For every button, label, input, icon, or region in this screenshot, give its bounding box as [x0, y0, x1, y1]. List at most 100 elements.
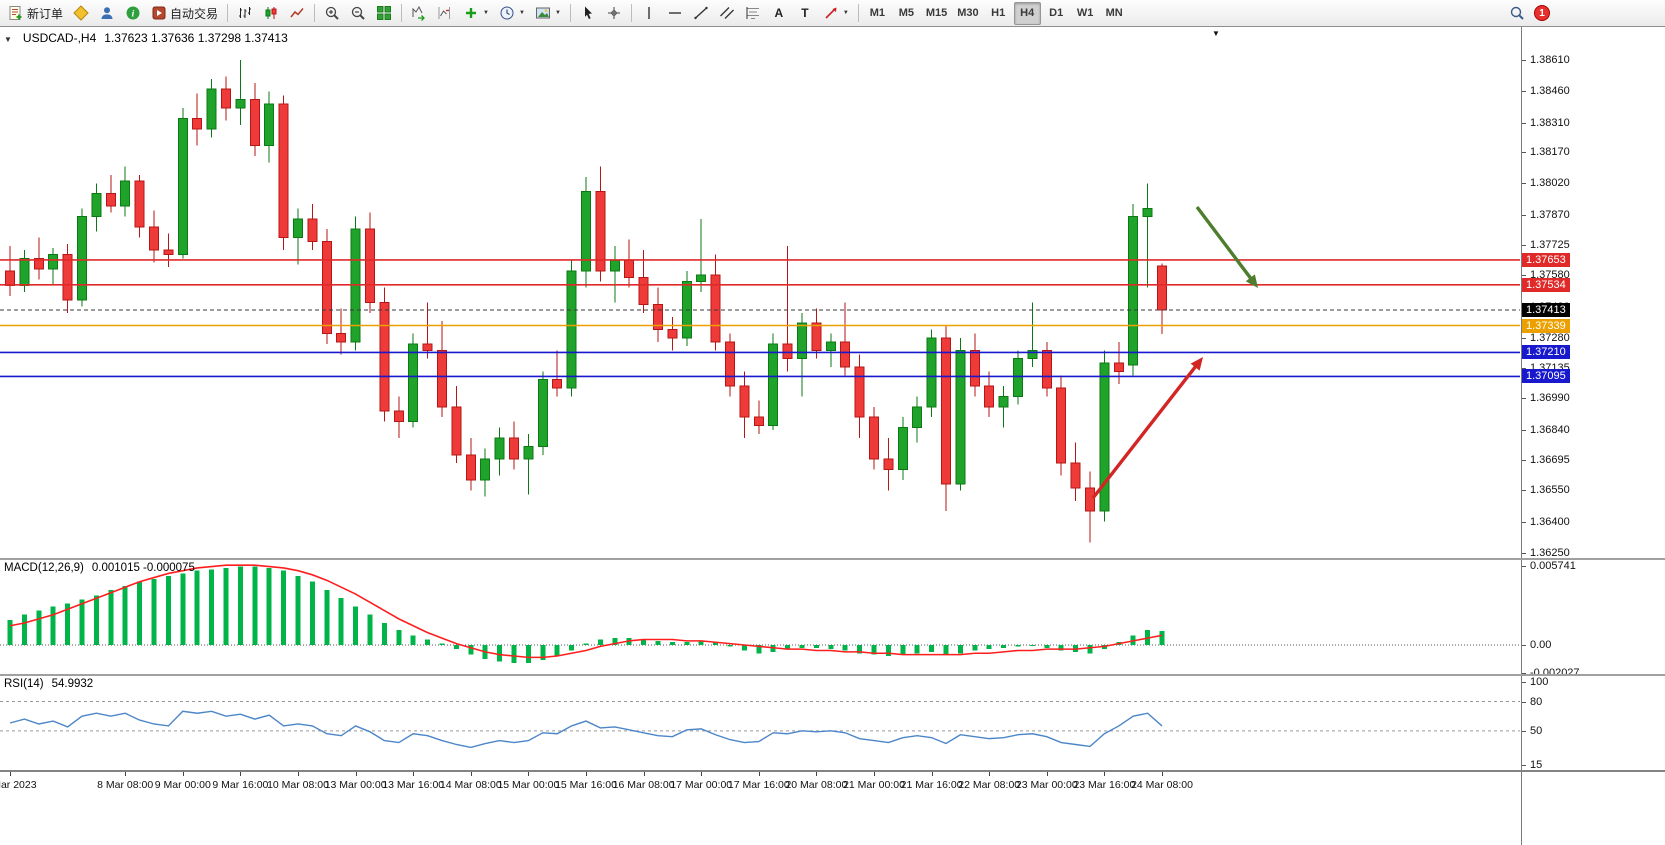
timeframe-button-h4[interactable]: H4	[1013, 1, 1041, 25]
zoom-out-button[interactable]	[346, 2, 370, 25]
dropdown-arrow-icon: ▼	[554, 10, 561, 16]
chart-dropdown-icon[interactable]: ▼	[4, 35, 12, 44]
rsi-value: 54.9932	[51, 678, 94, 690]
auto-scroll-button[interactable]	[407, 2, 431, 25]
time-tick	[125, 772, 127, 776]
candlestick-chart-button[interactable]	[259, 2, 283, 25]
chart-shift-button[interactable]	[433, 2, 457, 25]
timeframe-button-w1[interactable]: W1	[1072, 2, 1099, 25]
macd-label: MACD(12,26,9)	[4, 562, 84, 574]
zoom-in-button[interactable]	[320, 2, 344, 25]
axis-tick	[1522, 765, 1526, 766]
time-label: 17 Mar 00:00	[670, 779, 733, 791]
timeframe-button-m5[interactable]: M5	[893, 2, 920, 25]
toolbar-separator	[227, 4, 229, 22]
bar-chart-button[interactable]	[233, 2, 257, 25]
tile-windows-button[interactable]	[372, 2, 396, 25]
metaeditor-icon	[73, 5, 89, 21]
axis-tick	[1522, 151, 1526, 153]
time-tick	[931, 772, 933, 776]
axis-tick	[1522, 521, 1526, 523]
chart-ohlc-values: 1.37623 1.37636 1.37298 1.37413	[104, 31, 288, 45]
templates-button[interactable]: ▼	[531, 2, 565, 25]
timeframe-button-h1[interactable]: H1	[985, 2, 1012, 25]
clock-icon	[500, 6, 514, 20]
timeframe-button-m30[interactable]: M30	[953, 2, 982, 25]
zoom-out-icon	[351, 6, 365, 20]
one-click-trading-collapse-icon[interactable]: ▼	[1212, 29, 1220, 38]
axis-label: 80	[1530, 695, 1543, 708]
timeframe-button-m1[interactable]: M1	[864, 2, 891, 25]
timeframe-button-d1[interactable]: D1	[1043, 2, 1070, 25]
community-button[interactable]	[95, 2, 119, 25]
new-chart-button[interactable]: ▼	[459, 2, 493, 25]
trendline-button[interactable]	[689, 2, 713, 25]
axis-tick	[1522, 645, 1526, 646]
chart-title: ▼ USDCAD-,H4 1.37623 1.37636 1.37298 1.3…	[4, 31, 288, 45]
time-tick	[355, 772, 357, 776]
channel-icon	[719, 7, 734, 19]
time-tick	[182, 772, 184, 776]
notification-badge[interactable]: 1	[1534, 5, 1550, 21]
axis-label: 1.37870	[1530, 208, 1570, 221]
time-tick	[1104, 772, 1106, 776]
fibonacci-button[interactable]	[741, 2, 765, 25]
info-icon: i	[126, 6, 140, 20]
text-button[interactable]: A	[767, 2, 791, 25]
search-icon	[1510, 6, 1524, 20]
time-tick	[240, 772, 242, 776]
macd-panel[interactable]: MACD(12,26,9) 0.001015 -0.000075	[0, 560, 1521, 674]
autotrading-icon	[152, 6, 166, 20]
text-label-button[interactable]: T	[793, 2, 817, 25]
axis-label: 1.38310	[1530, 116, 1570, 129]
toolbar-separator	[630, 4, 632, 22]
help-button[interactable]: i	[121, 2, 145, 25]
arrow-shape-icon	[825, 7, 837, 19]
panel-splitter[interactable]	[0, 558, 1665, 560]
new-order-button[interactable]: 新订单	[4, 2, 67, 25]
axis-tick	[1522, 682, 1526, 683]
time-label: 15 Mar 00:00	[497, 779, 560, 791]
periods-button[interactable]: ▼	[495, 2, 529, 25]
time-label: 9 Mar 16:00	[212, 779, 269, 791]
axis-tick	[1522, 701, 1526, 703]
price-tag: 1.37653	[1522, 252, 1570, 267]
crosshair-icon	[607, 7, 620, 19]
crosshair-button[interactable]	[602, 2, 626, 25]
price-tag: 1.37534	[1522, 277, 1570, 292]
vertical-line-button[interactable]	[637, 2, 661, 25]
cursor-button[interactable]	[576, 2, 600, 25]
axis-tick	[1522, 275, 1526, 277]
panel-splitter[interactable]	[0, 674, 1665, 676]
time-tick	[413, 772, 415, 776]
add-chart-icon	[466, 8, 477, 18]
channel-button[interactable]	[715, 2, 739, 25]
panel-splitter[interactable]	[0, 770, 1665, 772]
axis-label: 1.37725	[1530, 238, 1570, 251]
autotrading-button[interactable]: 自动交易	[147, 2, 222, 25]
price-axis[interactable]: 1.38610 1.38460 1.38310 1.38170 1.38020 1.378…	[1521, 27, 1665, 845]
time-axis[interactable]: 7 Mar 2023 8 Mar 08:009 Mar 00:009 Mar 16…	[0, 772, 1521, 796]
fibonacci-icon	[746, 7, 759, 19]
price-chart-panel[interactable]: ▼ USDCAD-,H4 1.37623 1.37636 1.37298 1.3…	[0, 27, 1521, 558]
time-tick	[10, 772, 11, 776]
timeframe-button-mn[interactable]: MN	[1101, 2, 1128, 25]
horizontal-line-button[interactable]	[663, 2, 687, 25]
time-label: 17 Mar 16:00	[727, 779, 790, 791]
chart-symbol-timeframe: USDCAD-,H4	[22, 31, 97, 45]
rsi-panel[interactable]: RSI(14) 54.9932	[0, 676, 1521, 770]
toolbar-right-group: 1	[1504, 2, 1550, 25]
dropdown-arrow-icon: ▼	[518, 10, 525, 16]
axis-label: 1.37280	[1530, 331, 1570, 344]
sell-arrow[interactable]	[1195, 205, 1258, 288]
search-button[interactable]	[1505, 2, 1529, 25]
auto-scroll-icon	[412, 5, 425, 21]
time-label: 20 Mar 08:00	[785, 779, 848, 791]
buy-arrow[interactable]	[1091, 357, 1203, 500]
timeframe-button-m15[interactable]: M15	[922, 2, 951, 25]
line-chart-button[interactable]	[285, 2, 309, 25]
axis-tick	[1522, 91, 1526, 93]
metaeditor-button[interactable]	[69, 2, 93, 25]
axis-label: 1.36400	[1530, 515, 1570, 528]
shapes-button[interactable]: ▼	[819, 2, 853, 25]
